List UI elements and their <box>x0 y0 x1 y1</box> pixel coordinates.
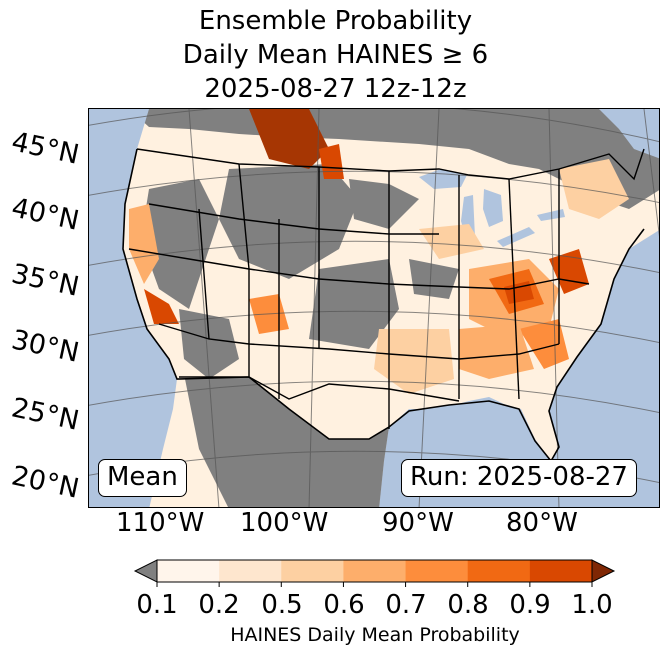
hudson-bay-area <box>599 109 659 159</box>
country-outline <box>122 148 645 463</box>
colorbar-tick-4: 0.7 <box>385 590 427 620</box>
probability-patches <box>129 109 629 394</box>
colorbar-over-arrow <box>591 559 616 583</box>
colorbar-under-arrow <box>133 559 158 583</box>
lake-ontario <box>537 209 565 221</box>
lat-label-40: 40°N <box>8 192 82 237</box>
pacific-ocean <box>89 109 177 507</box>
colorbar-segment-6 <box>529 560 593 582</box>
stat-badge: Mean <box>98 459 187 497</box>
colorbar-tick-0: 0.1 <box>136 590 178 620</box>
lon-label-100: 100°W <box>240 508 329 538</box>
colorbar-segment-2 <box>281 560 344 582</box>
lon-label-110: 110°W <box>116 508 205 538</box>
lon-label-90: 90°W <box>382 508 454 538</box>
title-line-3: 2025-08-27 12z-12z <box>204 74 467 104</box>
colorbar-tick-3: 0.6 <box>323 590 365 620</box>
colorbar-segment-0 <box>157 560 220 582</box>
colorbar-tick-5: 0.8 <box>447 590 489 620</box>
run-date-badge: Run: 2025-08-27 <box>401 459 637 497</box>
lat-label-30: 30°N <box>8 324 82 369</box>
lon-label-80: 80°W <box>506 508 578 538</box>
colorbar-tick-2: 0.5 <box>261 590 303 620</box>
colorbar-tick-1: 0.2 <box>198 590 240 620</box>
colorbar-segment-5 <box>467 560 531 582</box>
mexico-region <box>185 377 389 507</box>
lake-huron <box>483 189 503 227</box>
title-line-2: Daily Mean HAINES ≥ 6 <box>182 40 489 70</box>
lat-label-45: 45°N <box>8 126 82 171</box>
lat-label-35: 35°N <box>8 258 82 303</box>
lat-label-20: 20°N <box>8 460 82 505</box>
lat-label-25: 25°N <box>8 392 82 437</box>
graticule <box>89 109 659 507</box>
colorbar-tick-7: 1.0 <box>571 590 613 620</box>
colorbar-frame <box>156 559 593 583</box>
title-line-1: Ensemble Probability <box>198 6 473 36</box>
colorbar-segment-1 <box>219 560 282 582</box>
probability-map: Mean Run: 2025-08-27 <box>88 108 660 508</box>
lake-superior <box>419 169 467 189</box>
colorbar-tick-6: 0.9 <box>509 590 551 620</box>
map-canvas <box>89 109 659 507</box>
colorbar-segment-4 <box>405 560 469 582</box>
colorbar-segment-3 <box>343 560 407 582</box>
colorbar-label: HAINES Daily Mean Probability <box>230 624 520 646</box>
lake-erie <box>497 227 535 247</box>
